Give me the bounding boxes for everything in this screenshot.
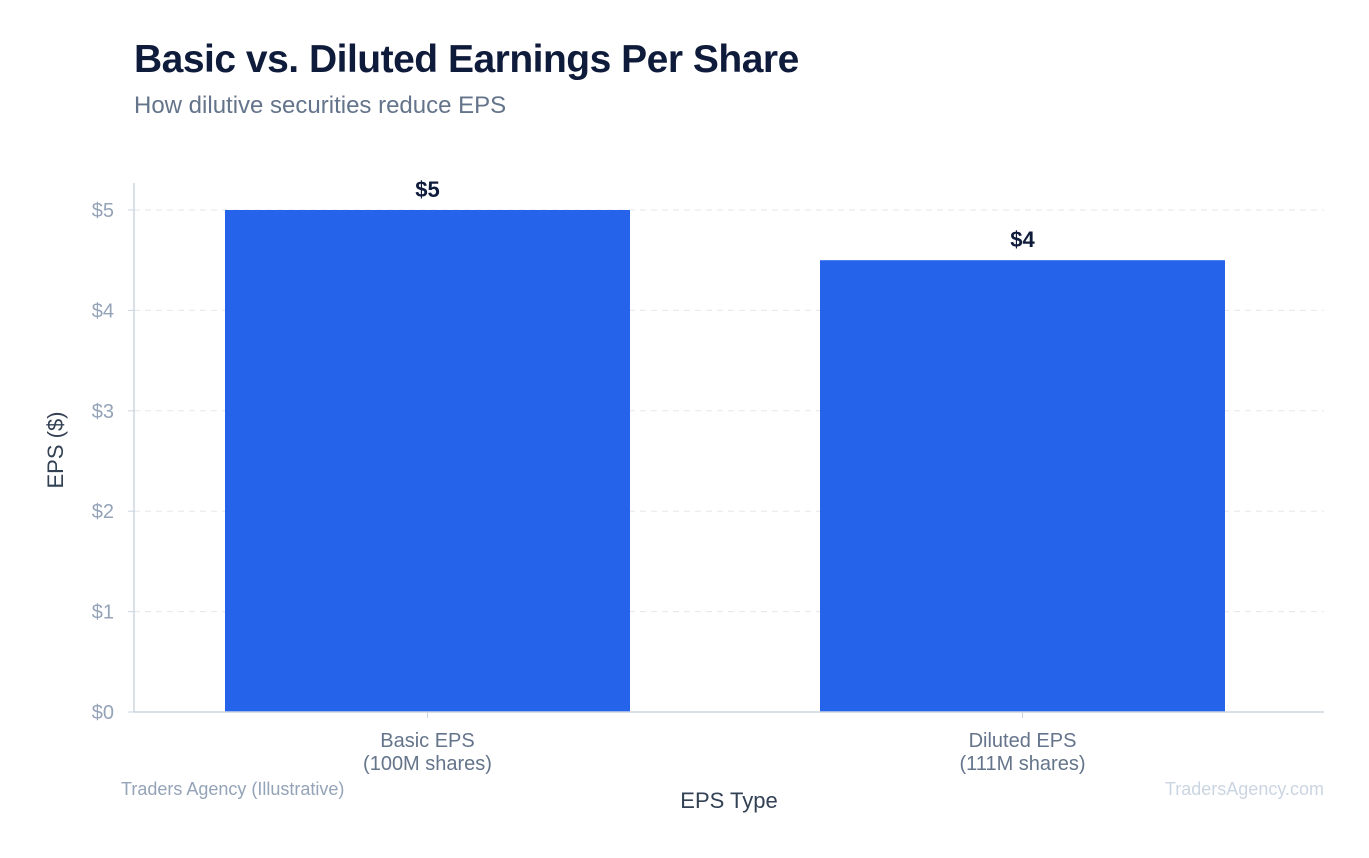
y-axis-title: EPS ($) [43,411,68,488]
data-label: $4 [1010,227,1035,252]
x-axis-title: EPS Type [680,788,777,813]
x-tick-label: (100M shares) [363,753,492,775]
bars [225,210,1225,712]
y-tick-label: $5 [92,200,114,222]
y-tick-label: $4 [92,300,114,322]
x-tick-label: (111M shares) [960,753,1086,775]
y-tick-label: $2 [92,501,114,523]
y-tick-label: $1 [92,602,114,624]
x-tick-label: Basic EPS [380,730,474,752]
watermark: TradersAgency.com [1164,779,1324,799]
source-note: Traders Agency (Illustrative) [121,779,345,799]
axes [128,183,1324,718]
bar [225,210,630,712]
bar [820,260,1225,712]
data-label: $5 [415,177,439,202]
y-tick-label: $3 [92,401,114,423]
y-tick-label: $0 [92,702,114,724]
chart-title: Basic vs. Diluted Earnings Per Share [134,38,799,81]
labels: $0 $1 $2 $3 $4 $5 $5 Basic EPS(100M shares) $4 Di… [43,177,1085,813]
x-tick-label: Diluted EPS [969,730,1077,752]
chart-subtitle: How dilutive securities reduce EPS [134,92,507,119]
